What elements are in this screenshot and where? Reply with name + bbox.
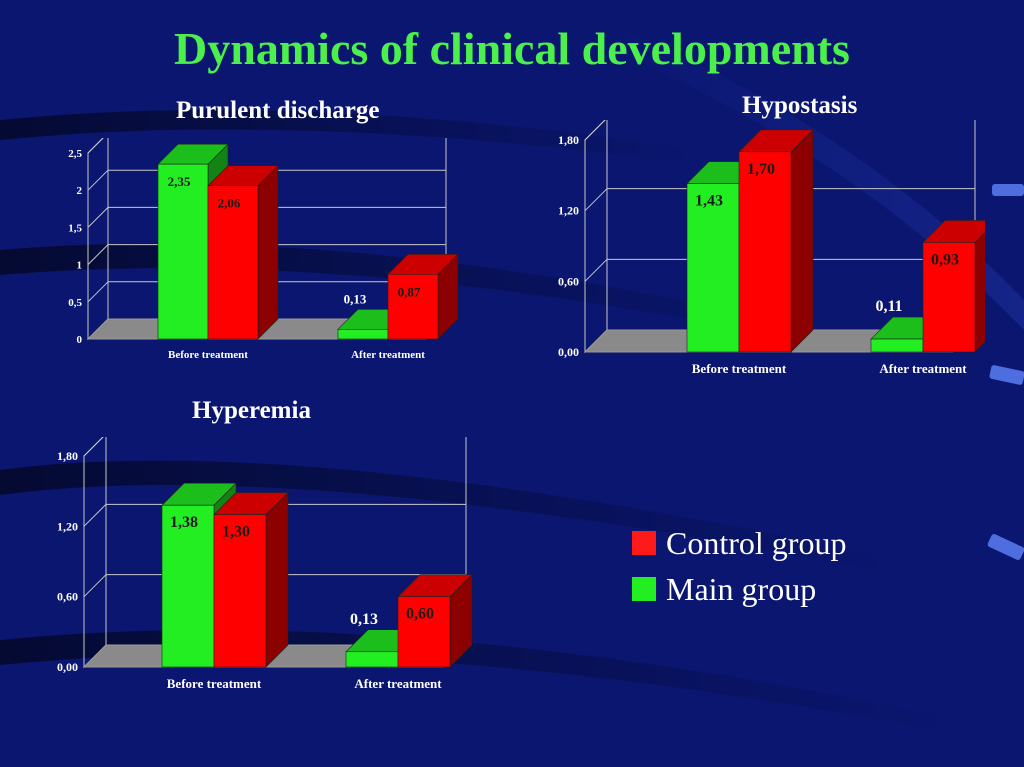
data-label: 1,38 xyxy=(170,514,198,531)
x-category-label: After treatment xyxy=(879,361,967,376)
data-label: 1,43 xyxy=(695,193,723,210)
y-tick-label: 0,00 xyxy=(57,660,78,674)
bar-front xyxy=(157,163,209,340)
bar-front xyxy=(337,329,389,340)
bar-front xyxy=(387,273,439,340)
plot-side-wall xyxy=(584,120,608,354)
y-tick-label: 1 xyxy=(77,260,83,272)
bar-front xyxy=(397,596,451,668)
data-label: 1,70 xyxy=(747,161,775,178)
y-tick-label: 1,80 xyxy=(57,449,78,463)
data-label: 0,13 xyxy=(350,611,378,628)
bar-front xyxy=(161,504,215,668)
control-bar-before xyxy=(207,165,279,340)
x-category-label: After treatment xyxy=(351,349,425,361)
bar-front xyxy=(686,183,740,353)
bar-side xyxy=(790,129,814,353)
chart-title-purulent-discharge: Purulent discharge xyxy=(176,97,380,124)
plot-side-wall xyxy=(87,138,109,341)
hypostasis-chart: 0,00 0,60 1,20 1,80 1,43 1,70 Before treatment… xyxy=(558,120,985,376)
gridline-depth xyxy=(83,437,104,457)
bar-front xyxy=(738,151,792,353)
bar-front xyxy=(207,185,259,340)
y-tick-label: 1,20 xyxy=(57,519,78,533)
control-bar-before xyxy=(738,129,814,353)
plot-side-wall xyxy=(83,437,107,669)
data-label: 1,30 xyxy=(222,524,250,541)
gridline-depth xyxy=(83,574,107,598)
bar-side xyxy=(265,491,289,668)
y-tick-label: 1,5 xyxy=(68,222,82,234)
main-group-swatch xyxy=(632,577,656,601)
gridline-depth xyxy=(87,281,109,303)
x-category-label: Before treatment xyxy=(167,676,262,691)
bar-front xyxy=(345,651,399,668)
gridline-depth xyxy=(87,244,109,265)
data-label: 0,13 xyxy=(344,291,367,306)
gridline-depth xyxy=(584,120,606,141)
data-label: 2,06 xyxy=(218,196,241,211)
bar-front xyxy=(213,514,267,668)
bar-top xyxy=(922,220,985,243)
y-tick-label: 0 xyxy=(77,334,83,346)
control-bar-after xyxy=(922,220,985,353)
data-label: 2,35 xyxy=(168,174,191,189)
chart-title-hypostasis: Hypostasis xyxy=(742,92,858,119)
y-tick-label: 2 xyxy=(77,185,83,197)
legend-item-main: Main group xyxy=(632,566,846,612)
legend: Control group Main group xyxy=(632,520,846,612)
y-tick-label: 0,60 xyxy=(558,274,579,288)
y-tick-label: 0,5 xyxy=(68,297,82,309)
chart-title-hyperemia: Hyperemia xyxy=(192,397,311,424)
data-label: 0,60 xyxy=(406,606,434,623)
x-category-label: Before treatment xyxy=(692,361,787,376)
control-bar-after xyxy=(397,573,473,668)
data-label: 0,87 xyxy=(398,284,421,299)
y-tick-label: 0,60 xyxy=(57,590,78,604)
hyperemia-chart: 0,00 0,60 1,20 1,80 1,38 1,30 Before treatment… xyxy=(57,437,473,691)
control-group-swatch xyxy=(632,531,656,555)
slide-title: Dynamics of clinical developments xyxy=(174,23,850,74)
data-label: 0,93 xyxy=(931,251,959,268)
purulent-discharge-chart: 0 0,5 1 1,5 2 2,5 2,35 2,06 Before treatment 0,13… xyxy=(68,138,459,361)
legend-label-main: Main group xyxy=(666,570,817,607)
x-category-label: After treatment xyxy=(354,676,442,691)
legend-item-control: Control group xyxy=(632,520,846,566)
y-tick-label: 1,20 xyxy=(558,204,579,218)
x-category-label: Before treatment xyxy=(168,349,248,361)
legend-label-control: Control group xyxy=(666,524,847,561)
y-tick-label: 0,00 xyxy=(558,345,579,359)
gridline-depth xyxy=(584,258,608,282)
bar-front xyxy=(922,242,976,353)
data-label: 0,11 xyxy=(875,298,902,315)
bar-side xyxy=(257,165,279,340)
gridline-depth xyxy=(87,207,109,228)
y-tick-label: 1,80 xyxy=(558,133,579,147)
control-bar-before xyxy=(213,491,289,668)
gridline-depth xyxy=(584,188,608,212)
bar-front xyxy=(870,338,924,353)
control-bar-after xyxy=(387,253,459,340)
gridline-depth xyxy=(87,138,104,154)
gridline-depth xyxy=(83,503,107,527)
y-tick-label: 2,5 xyxy=(68,148,82,160)
gridline-depth xyxy=(87,169,109,191)
